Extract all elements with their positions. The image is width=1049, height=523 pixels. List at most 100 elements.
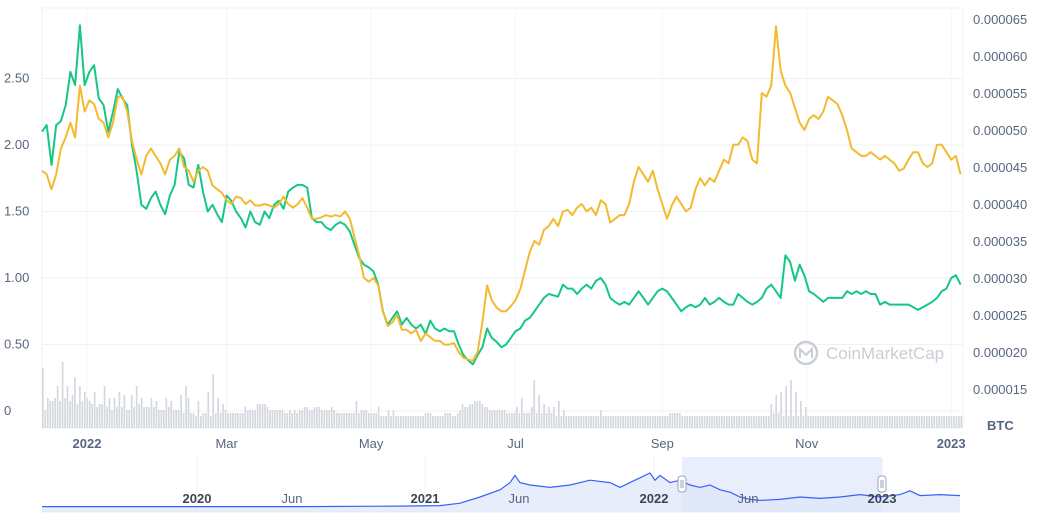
volume-bar: [834, 416, 837, 428]
volume-bar: [209, 416, 212, 428]
volume-bar: [323, 410, 326, 428]
volume-bar: [96, 407, 98, 428]
volume-bar: [51, 401, 54, 428]
volume-bar: [224, 410, 227, 428]
volume-bar: [190, 413, 192, 428]
volume-bar: [711, 416, 713, 428]
navigator-left-handle[interactable]: [677, 475, 687, 493]
volume-bar: [271, 410, 274, 428]
volume-bar: [217, 398, 219, 428]
volume-bar: [417, 416, 419, 428]
volume-bar: [577, 416, 580, 428]
volume-bar: [777, 413, 780, 428]
volume-bar: [790, 380, 792, 428]
volume-bar: [281, 410, 284, 428]
volume-bar: [133, 407, 136, 428]
volume-bar: [760, 416, 763, 428]
volume-bar: [513, 413, 516, 428]
volume-bar: [864, 416, 866, 428]
volume-bar: [128, 410, 131, 428]
volume-bar: [437, 416, 439, 428]
volume-bar: [661, 416, 664, 428]
volume-bar: [528, 413, 531, 428]
volume-bar: [256, 404, 259, 428]
volume-bar: [375, 413, 378, 428]
range-navigator[interactable]: 2020 Jun 2021 Jun 2022 Jun 2023: [42, 457, 961, 513]
volume-bar: [353, 413, 355, 428]
volume-bar: [706, 416, 708, 428]
y-right-tick-label: 0.000055: [973, 86, 1027, 101]
volume-bar: [380, 416, 382, 428]
volume-bar: [158, 410, 160, 428]
handle-grip-icon[interactable]: [877, 475, 887, 493]
volume-bar: [543, 404, 545, 428]
volume-bar: [444, 413, 447, 428]
volume-bar: [938, 416, 940, 428]
volume-bar: [518, 413, 521, 428]
volume-bar: [876, 416, 879, 428]
volume-bar: [728, 416, 731, 428]
volume-bar: [254, 410, 257, 428]
volume-bar: [125, 410, 128, 428]
volume-bar: [953, 416, 955, 428]
volume-bar: [291, 413, 294, 428]
volume-bar: [483, 407, 486, 428]
volume-bar: [66, 386, 69, 428]
volume-bar: [397, 416, 400, 428]
volume-bar: [434, 416, 437, 428]
volume-bar: [824, 416, 827, 428]
volume-bar: [511, 413, 513, 428]
grid: [41, 7, 964, 429]
volume-bar: [74, 377, 76, 428]
volume-bar: [283, 413, 286, 428]
volume-bar: [846, 416, 849, 428]
series: [41, 24, 962, 366]
volume-bar: [587, 416, 590, 428]
volume-bar: [414, 416, 417, 428]
volume-bar: [743, 416, 745, 428]
y-right-tick-label: 0.000025: [973, 308, 1027, 323]
volume-bar: [644, 416, 647, 428]
coinmarketcap-logo-icon: [793, 340, 819, 366]
volume-bar: [807, 416, 810, 428]
volume-bar: [879, 416, 881, 428]
volume-bar: [76, 404, 79, 428]
volume-bar: [44, 410, 47, 428]
volume-bar: [666, 416, 669, 428]
volume-bar: [674, 413, 676, 428]
volume-bar: [827, 416, 829, 428]
y-left-tick-label: 0: [4, 403, 11, 418]
volume-bars: [42, 362, 963, 428]
volume-bar: [269, 410, 271, 428]
volume-bar: [651, 416, 654, 428]
volume-bar: [901, 416, 903, 428]
volume-bar: [488, 410, 491, 428]
volume-bar: [646, 416, 649, 428]
x-tick-label: 2023: [937, 436, 966, 451]
volume-bar: [891, 416, 894, 428]
volume-bar: [533, 380, 536, 428]
volume-bar: [350, 413, 353, 428]
volume-bar: [960, 416, 963, 428]
volume-bar: [713, 416, 716, 428]
volume-bar: [464, 407, 466, 428]
volume-bar: [632, 416, 634, 428]
y-left-tick-label: 0.50: [4, 337, 29, 352]
volume-bar: [839, 416, 842, 428]
volume-bar: [46, 398, 49, 428]
handle-grip-icon[interactable]: [677, 475, 687, 493]
volume-bar: [261, 404, 264, 428]
volume-bar: [165, 398, 168, 428]
volume-bar: [866, 416, 869, 428]
volume-bar: [869, 416, 871, 428]
volume-bar: [802, 416, 805, 428]
volume-bar: [266, 407, 269, 428]
volume-bar: [851, 416, 854, 428]
y-left-tick-label: 1.50: [4, 204, 29, 219]
volume-bar: [730, 416, 733, 428]
volume-bar: [604, 416, 607, 428]
volume-bar: [318, 407, 321, 428]
navigator-right-handle[interactable]: [877, 475, 887, 493]
volume-bar: [538, 395, 540, 428]
volume-bar: [592, 416, 595, 428]
